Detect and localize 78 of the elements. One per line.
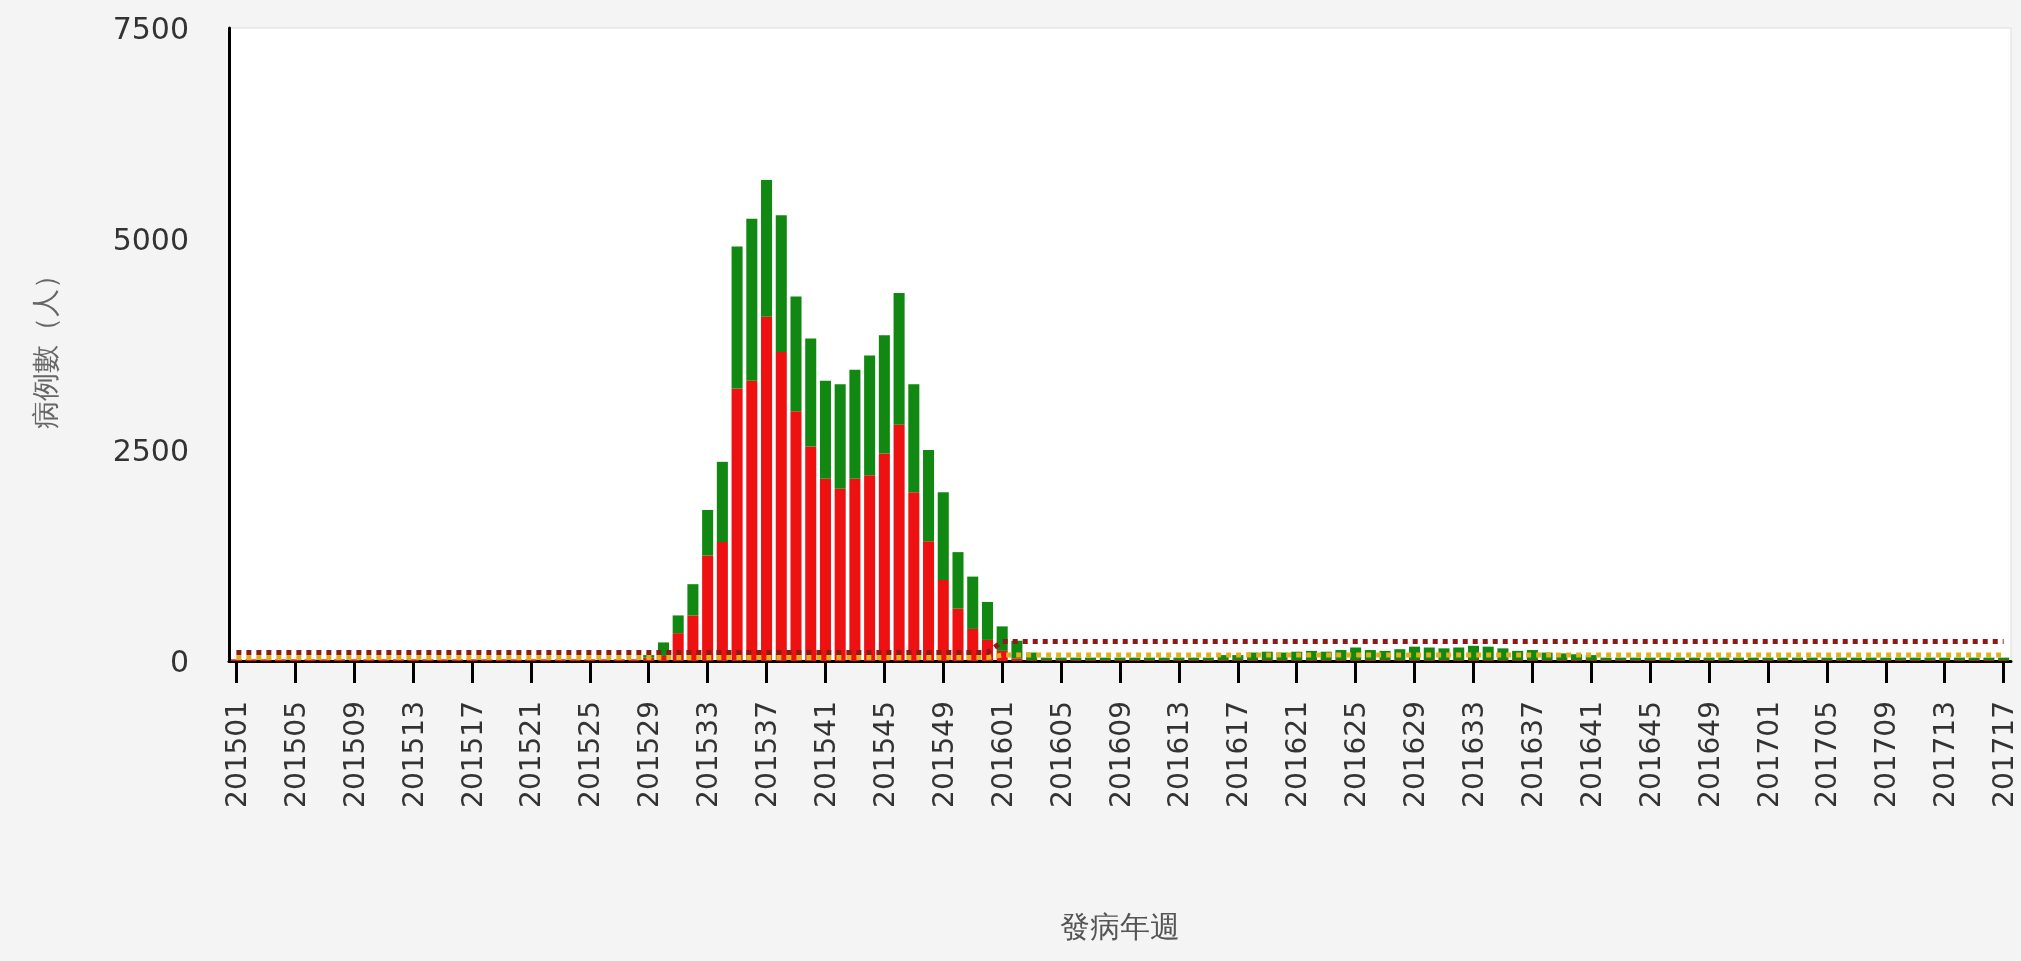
bar	[761, 179, 773, 317]
bar	[1011, 658, 1023, 661]
bar	[981, 601, 993, 640]
x-tick-label: 201601	[985, 701, 1019, 808]
bar	[790, 411, 802, 661]
x-tick-label: 201505	[278, 701, 312, 808]
bar	[805, 338, 817, 447]
x-tick-label: 201705	[1810, 701, 1844, 808]
y-tick-label: 0	[169, 643, 189, 679]
x-tick-label: 201509	[337, 701, 371, 808]
x-tick-label: 201501	[219, 701, 253, 808]
bar	[908, 384, 920, 493]
x-tick-label: 201605	[1044, 701, 1078, 808]
bar	[967, 576, 979, 629]
bar	[923, 541, 935, 661]
bar	[687, 584, 699, 616]
x-tick-label: 201609	[1103, 701, 1137, 808]
x-tick-label: 201649	[1692, 701, 1726, 808]
bar	[952, 608, 964, 661]
bar	[893, 424, 905, 661]
bar	[908, 492, 920, 661]
x-tick-label: 201533	[691, 701, 725, 808]
x-tick-label: 201545	[867, 701, 901, 808]
bar	[761, 316, 773, 661]
x-tick-label: 201525	[573, 701, 607, 808]
bar	[775, 215, 787, 353]
bar	[937, 579, 949, 661]
bar	[849, 369, 861, 479]
x-tick-label: 201521	[514, 701, 548, 808]
bar	[746, 380, 758, 661]
x-tick-label: 201625	[1339, 701, 1373, 808]
x-tick-label: 201541	[808, 701, 842, 808]
bar	[878, 453, 890, 661]
x-tick-label: 201617	[1221, 701, 1255, 808]
x-tick-label: 201713	[1928, 701, 1962, 808]
x-tick-label: 201701	[1751, 701, 1785, 808]
x-axis-title: 發病年週	[1060, 908, 1180, 944]
bar	[849, 478, 861, 661]
bar	[702, 555, 714, 661]
x-tick-label: 201621	[1280, 701, 1314, 808]
x-tick-label: 201717	[1987, 701, 2021, 808]
x-tick-label: 201633	[1456, 701, 1490, 808]
bar	[864, 475, 876, 661]
bar	[731, 246, 743, 389]
x-tick-label: 201629	[1398, 701, 1432, 808]
bar	[834, 488, 846, 661]
x-tick-label: 201517	[455, 701, 489, 808]
bar	[731, 388, 743, 661]
x-tick-label: 201613	[1162, 701, 1196, 808]
bar	[746, 218, 758, 381]
bar	[790, 296, 802, 412]
bar	[805, 446, 817, 661]
x-tick-label: 201645	[1633, 701, 1667, 808]
x-tick-label: 201549	[926, 701, 960, 808]
bar	[819, 380, 831, 479]
x-tick-label: 201637	[1515, 701, 1549, 808]
bar	[716, 542, 728, 661]
bar	[937, 492, 949, 580]
bar	[834, 384, 846, 489]
x-tick-label: 201641	[1574, 701, 1608, 808]
bar	[702, 509, 714, 556]
x-tick-label: 201513	[396, 701, 430, 808]
x-tick-label: 201529	[632, 701, 666, 808]
y-tick-label: 7500	[112, 10, 189, 46]
bar	[775, 352, 787, 661]
bar	[952, 552, 964, 609]
bar	[878, 335, 890, 454]
bar	[672, 615, 684, 634]
bar	[864, 355, 876, 476]
bar	[893, 293, 905, 425]
x-tick-label: 201537	[750, 701, 784, 808]
bar	[819, 478, 831, 661]
bar	[923, 450, 935, 542]
y-tick-label: 5000	[112, 221, 189, 257]
x-tick-label: 201709	[1869, 701, 1903, 808]
y-axis-title: 病例數（人）	[28, 260, 62, 429]
y-tick-label: 2500	[112, 432, 189, 468]
bar	[716, 461, 728, 542]
